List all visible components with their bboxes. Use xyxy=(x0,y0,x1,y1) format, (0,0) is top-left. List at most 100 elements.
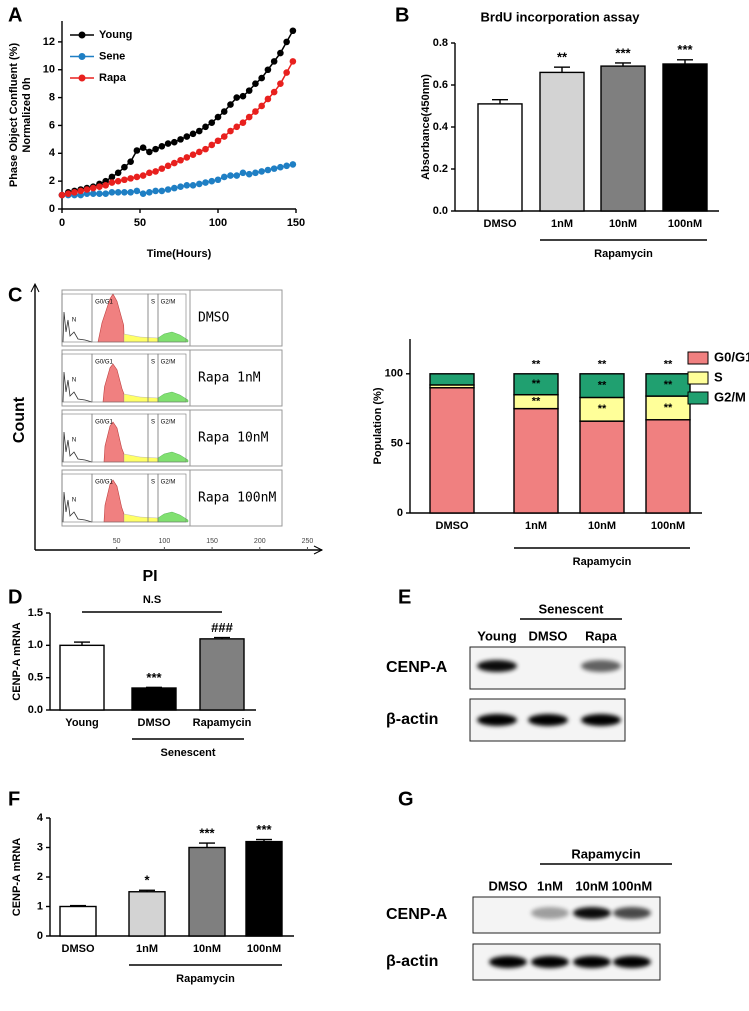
gate-label: S xyxy=(151,480,155,486)
significance: *** xyxy=(615,45,631,60)
data-point xyxy=(158,165,166,172)
data-point xyxy=(139,144,147,152)
gate-label: N xyxy=(72,378,76,384)
bar-segment xyxy=(513,373,559,396)
data-point xyxy=(208,141,216,149)
band xyxy=(613,907,651,919)
data-point xyxy=(202,145,209,153)
bar xyxy=(662,63,708,212)
lane-label: Rapa xyxy=(585,628,618,643)
y-tick-label: 4 xyxy=(49,147,56,159)
lane-label: 10nM xyxy=(575,878,608,893)
bar-segment xyxy=(579,420,625,514)
x-tick-label: 50 xyxy=(134,217,146,229)
data-point xyxy=(71,188,78,196)
data-point xyxy=(283,162,290,170)
data-point xyxy=(102,190,109,197)
data-point xyxy=(245,87,253,94)
chart-title: BrdU incorporation assay xyxy=(481,9,641,24)
data-point xyxy=(127,158,134,165)
band xyxy=(573,907,611,919)
row-label: β-actin xyxy=(386,711,438,728)
legend-swatch xyxy=(687,391,709,405)
gate-label: S xyxy=(151,420,155,426)
y-axis-label: CENP-A mRNA xyxy=(11,838,23,916)
significance: *** xyxy=(256,822,272,837)
data-point xyxy=(270,88,278,96)
data-point xyxy=(239,119,247,126)
data-point xyxy=(58,191,66,199)
data-point xyxy=(189,130,197,138)
sample-label: Rapa 10nM xyxy=(198,431,269,446)
legend-label: G0/G1 xyxy=(714,349,749,364)
bar xyxy=(477,103,523,212)
gate-label: G0/G1 xyxy=(95,480,113,486)
data-point xyxy=(283,38,290,46)
data-point xyxy=(202,179,209,186)
data-point xyxy=(64,190,72,197)
x-tick-label: 250 xyxy=(302,538,314,545)
data-point xyxy=(89,184,97,192)
data-point xyxy=(289,161,297,168)
axis-arrow xyxy=(30,282,324,555)
data-point xyxy=(139,172,147,179)
row-label: CENP-A xyxy=(386,659,448,676)
data-point xyxy=(258,168,265,175)
lane-label: DMSO xyxy=(489,878,528,893)
y-tick-label: 4 xyxy=(37,812,44,824)
data-point xyxy=(133,173,141,181)
legend-label: S xyxy=(714,369,723,384)
data-point xyxy=(177,136,184,143)
x-tick-label: 150 xyxy=(287,217,305,229)
data-point xyxy=(233,172,241,179)
lane-label: Young xyxy=(477,628,517,643)
bar xyxy=(199,638,245,711)
significance: ** xyxy=(532,396,541,408)
y-tick-label: 8 xyxy=(49,91,55,103)
data-point xyxy=(289,27,297,35)
x-tick-label: DMSO xyxy=(62,943,95,955)
data-point xyxy=(158,143,166,150)
bar xyxy=(59,905,97,937)
x-tick-label: 100nM xyxy=(247,943,281,955)
y-tick-label: 0.6 xyxy=(433,79,448,91)
x-tick-label: 100nM xyxy=(668,218,702,230)
x-tick-label: DMSO xyxy=(484,218,517,230)
data-point xyxy=(239,92,247,100)
significance: ** xyxy=(598,359,607,371)
sample-box xyxy=(189,469,283,527)
x-tick-label: 100 xyxy=(159,538,171,545)
band xyxy=(581,660,621,672)
gate-label: G2/M xyxy=(161,420,176,426)
lane-label: DMSO xyxy=(529,628,568,643)
significance: ** xyxy=(598,380,607,392)
sample-label: Rapa 100nM xyxy=(198,491,276,506)
y-tick-label: 100 xyxy=(385,368,403,380)
gate xyxy=(157,413,187,463)
panel-letter: A xyxy=(8,4,22,26)
x-tick-label: 200 xyxy=(254,538,266,545)
data-point xyxy=(83,186,91,193)
bar xyxy=(188,846,226,937)
data-point xyxy=(114,169,122,177)
panel-letter: C xyxy=(8,284,22,306)
y-tick-label: 10 xyxy=(43,64,55,76)
data-point xyxy=(183,154,191,161)
data-point xyxy=(252,80,259,87)
data-point xyxy=(195,180,203,188)
legend-marker xyxy=(78,53,86,60)
x-axis-label: PI xyxy=(142,568,157,585)
significance: ** xyxy=(664,402,673,414)
significance: *** xyxy=(146,670,162,685)
x-tick-label: DMSO xyxy=(138,717,171,729)
bar-segment xyxy=(579,373,625,399)
x-tick-label: Rapamycin xyxy=(193,717,252,729)
band xyxy=(531,907,569,919)
data-point xyxy=(171,159,178,167)
bar xyxy=(59,644,105,711)
data-point xyxy=(220,173,228,181)
gate-label: N xyxy=(72,318,76,324)
data-point xyxy=(133,187,141,195)
y-axis-label: Absorbance(450nm) xyxy=(420,74,432,180)
